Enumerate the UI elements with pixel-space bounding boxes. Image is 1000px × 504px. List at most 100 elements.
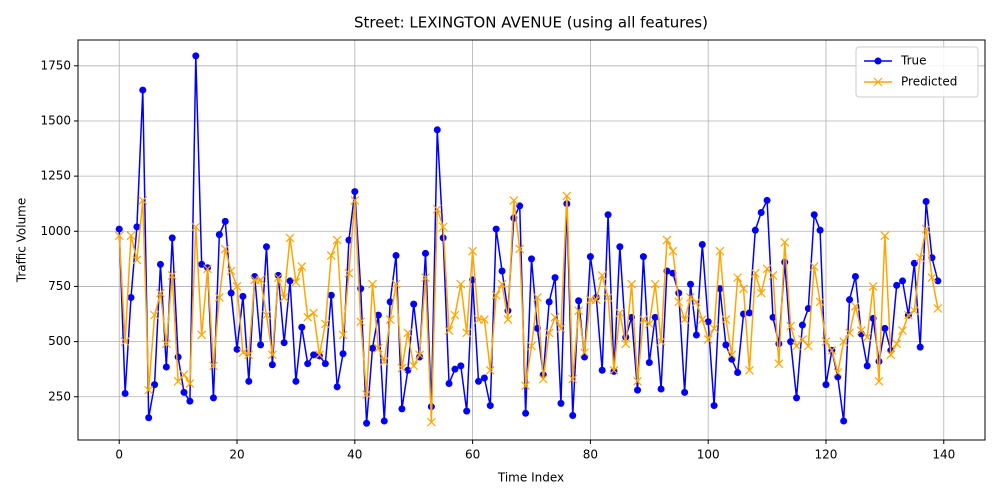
point <box>174 353 182 361</box>
point <box>739 284 748 294</box>
point <box>404 366 412 374</box>
point <box>156 260 164 268</box>
point <box>179 370 189 380</box>
point <box>627 279 637 289</box>
point <box>161 339 171 349</box>
point <box>745 309 753 317</box>
point <box>203 264 212 274</box>
point <box>716 285 724 293</box>
point <box>568 374 578 384</box>
point <box>397 363 407 373</box>
point <box>257 341 265 349</box>
point <box>127 293 135 301</box>
point <box>286 277 294 285</box>
point <box>457 362 465 370</box>
point <box>238 348 248 358</box>
point <box>480 374 488 382</box>
point <box>326 251 336 260</box>
point <box>345 236 353 244</box>
point <box>315 350 324 360</box>
point <box>139 86 147 94</box>
point <box>528 255 535 263</box>
x-tick-label: 140 <box>932 448 955 462</box>
point <box>586 253 594 261</box>
point <box>492 225 500 233</box>
point <box>214 293 224 302</box>
point <box>899 277 907 285</box>
point <box>651 313 659 321</box>
point <box>810 211 818 219</box>
point <box>304 360 312 368</box>
point <box>757 209 765 217</box>
point <box>545 298 553 306</box>
point <box>509 195 519 205</box>
point <box>768 270 778 280</box>
point <box>893 281 901 289</box>
point <box>167 270 177 280</box>
point <box>686 293 695 302</box>
y-tick-label: 1000 <box>40 224 71 238</box>
y-tick-label: 250 <box>48 389 71 403</box>
point <box>221 217 229 225</box>
point <box>227 289 235 297</box>
point <box>721 315 731 324</box>
point <box>656 337 666 347</box>
point <box>386 298 394 306</box>
point <box>698 241 706 249</box>
point <box>922 198 930 206</box>
point <box>687 280 695 288</box>
point <box>915 253 925 263</box>
point <box>692 331 700 339</box>
point <box>774 359 784 369</box>
point <box>616 243 624 251</box>
point <box>933 304 943 313</box>
point <box>373 343 383 353</box>
y-tick-label: 1250 <box>40 169 71 183</box>
legend: True Predicted <box>855 46 979 98</box>
x-tick-label: 80 <box>583 448 598 462</box>
point <box>839 337 849 347</box>
point <box>809 262 819 272</box>
point <box>191 222 201 232</box>
point <box>775 340 783 348</box>
point <box>921 224 931 234</box>
point <box>916 343 924 351</box>
x-tick-label: 100 <box>697 448 720 462</box>
point <box>581 353 589 361</box>
point <box>133 223 141 231</box>
point <box>833 368 843 377</box>
point <box>722 341 730 349</box>
point <box>909 306 919 316</box>
point <box>339 350 347 358</box>
point <box>421 273 430 283</box>
point <box>645 359 653 367</box>
point <box>874 57 882 65</box>
point <box>220 244 230 254</box>
point <box>733 273 743 283</box>
point <box>186 397 194 405</box>
point <box>320 319 330 329</box>
point <box>881 324 889 332</box>
point <box>697 315 707 324</box>
point <box>763 196 771 204</box>
point <box>244 350 254 360</box>
point <box>822 381 830 389</box>
point <box>280 339 288 347</box>
point <box>298 323 306 331</box>
point <box>204 264 212 272</box>
point <box>569 412 577 420</box>
point <box>532 293 542 302</box>
point <box>681 388 689 396</box>
point <box>580 348 589 358</box>
point <box>138 195 148 205</box>
point <box>522 409 530 417</box>
point <box>215 231 223 239</box>
point <box>827 346 837 355</box>
point <box>862 332 872 342</box>
point <box>603 293 613 302</box>
point <box>497 279 507 289</box>
point <box>750 268 760 278</box>
point <box>868 282 878 291</box>
point <box>485 365 495 375</box>
point <box>351 188 359 196</box>
